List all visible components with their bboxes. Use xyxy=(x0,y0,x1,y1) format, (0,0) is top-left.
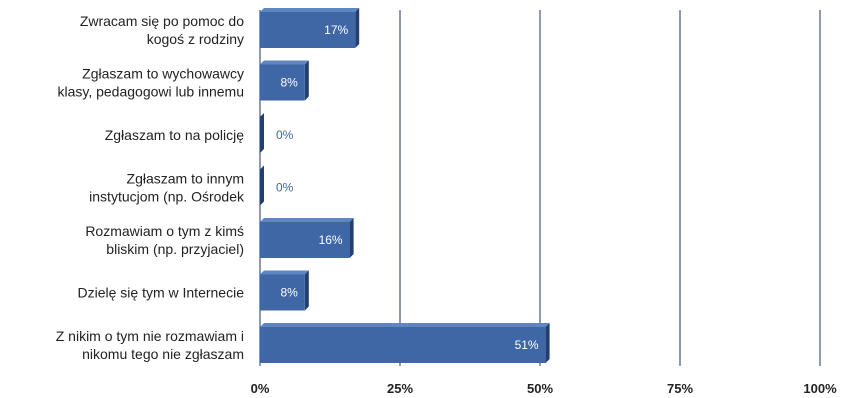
bar xyxy=(260,165,264,206)
bar xyxy=(260,274,305,311)
x-axis-tick-layer: 0% 25% 50% 75% 100% xyxy=(251,381,837,396)
data-label: 51% xyxy=(515,338,539,352)
bar-group: 0% xyxy=(260,165,294,206)
category-label: Dzielę się tym w Internecie xyxy=(77,285,244,301)
bar-top-face xyxy=(260,218,354,222)
category-label: Zgłaszam to wychowawcy klasy, pedagogowi … xyxy=(57,66,244,100)
bar-top-face xyxy=(260,323,550,327)
data-label: 8% xyxy=(280,76,298,90)
category-label: Zgłaszam to na policję xyxy=(105,127,245,143)
bar xyxy=(260,327,546,363)
x-tick-label: 50% xyxy=(527,381,553,396)
x-tick-label: 100% xyxy=(803,381,837,396)
bar xyxy=(260,222,350,258)
x-tick-label: 25% xyxy=(387,381,413,396)
bar-side-face xyxy=(304,270,309,311)
bar-top-face xyxy=(260,270,309,275)
bar-group: 8% xyxy=(260,270,309,311)
bar xyxy=(260,64,305,101)
x-tick-label: 0% xyxy=(251,381,270,396)
bar xyxy=(260,12,356,48)
bar-side-face xyxy=(545,323,550,363)
data-label: 17% xyxy=(324,23,348,37)
category-label: Z nikim o tym nie rozmawiam i nikomu tego… xyxy=(56,328,244,362)
data-label: 8% xyxy=(280,286,298,300)
bar-side-face xyxy=(304,60,309,101)
bar-group: 16% xyxy=(260,218,354,258)
category-label: Zwracam się po pomoc do kogoś z rodziny xyxy=(80,13,244,47)
category-label: Zgłaszam to innym instytucjom (np. Ośrode… xyxy=(89,171,245,205)
bar-group: 0% xyxy=(260,113,294,153)
bar-top-face xyxy=(260,8,360,12)
bar-layer: 17% 8% 0% 0% 16% 8% 51% xyxy=(260,8,550,363)
data-label: 16% xyxy=(319,233,343,247)
category-label-layer: Zwracam się po pomoc do kogoś z rodziny Zg… xyxy=(56,13,245,362)
bar-group: 8% xyxy=(260,60,309,101)
category-label: Rozmawiam o tym z kimś bliskim (np. przyj… xyxy=(85,223,244,257)
data-label: 0% xyxy=(276,128,294,142)
x-tick-label: 75% xyxy=(667,381,693,396)
bar-group: 51% xyxy=(260,323,550,363)
bar-top-face xyxy=(260,60,309,65)
data-label: 0% xyxy=(276,181,294,195)
bar-side-face xyxy=(355,8,360,48)
bar-group: 17% xyxy=(260,8,360,48)
bar-side-face xyxy=(349,218,354,258)
bar xyxy=(260,113,264,153)
grid-layer xyxy=(259,10,821,366)
